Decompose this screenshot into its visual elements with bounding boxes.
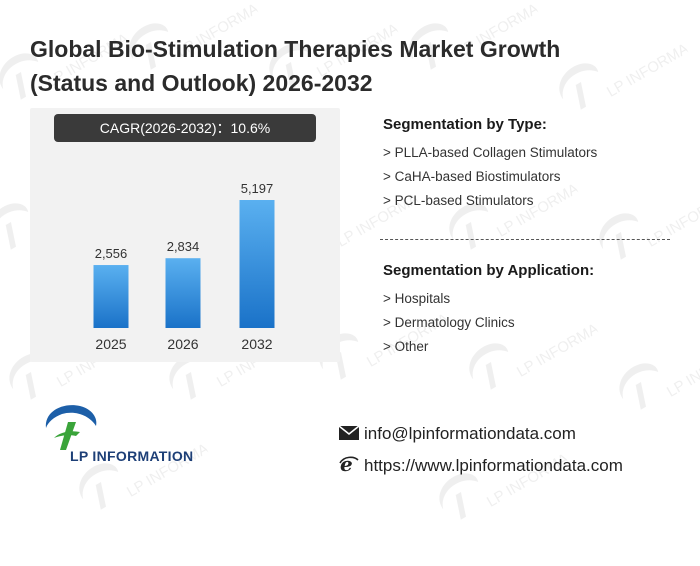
watermark: LP INFORMATION (588, 299, 700, 452)
contact-website[interactable]: e https://www.lpinformationdata.com (338, 452, 623, 476)
segment-type-item: > PLLA-based Collagen Stimulators (383, 145, 598, 160)
category-tick-label: 2025 (95, 336, 126, 352)
segment-application-item: > Other (383, 339, 429, 354)
page-title: Global Bio-Stimulation Therapies Market … (30, 36, 561, 96)
contact-email[interactable]: info@lpinformationdata.com (338, 424, 576, 444)
envelope-icon (338, 424, 360, 442)
bar-2025 (93, 265, 129, 328)
bar-2032 (239, 200, 275, 328)
bar-2026 (165, 258, 201, 328)
logo-text: LP INFORMATION (70, 448, 194, 464)
bar-value-label: 2,556 (95, 246, 128, 261)
cagr-label: CAGR(2026-2032)： (99, 120, 231, 136)
bar-value-label: 2,834 (167, 239, 200, 254)
cagr-badge: CAGR(2026-2032)：10.6% (54, 114, 316, 142)
section-divider (380, 239, 670, 240)
segment-application-item: > Dermatology Clinics (383, 315, 515, 330)
segment-application-item: > Hospitals (383, 291, 451, 306)
lp-information-logo: LP INFORMATION (36, 398, 206, 468)
segmentation-type-heading: Segmentation by Type: (383, 116, 547, 133)
email-text[interactable]: info@lpinformationdata.com (364, 424, 576, 443)
segment-type-item: > CaHA-based Biostimulators (383, 169, 561, 184)
segmentation-application-heading: Segmentation by Application: (383, 262, 595, 279)
segmentation-by-type: Segmentation by Type: > PLLA-based Colla… (383, 116, 597, 213)
website-text[interactable]: https://www.lpinformationdata.com (364, 456, 623, 475)
browser-e-icon: e (338, 452, 360, 476)
bar-value-label: 5,197 (241, 181, 274, 196)
svg-text:LP INFORMATION: LP INFORMATION (664, 323, 700, 401)
bar-chart: 2,556 2025 2,834 2026 5,197 2032 (93, 181, 275, 352)
cagr-value: 10.6% (230, 120, 271, 136)
segment-type-item: > PCL-based Stimulators (383, 193, 534, 208)
logo-mark-icon (45, 405, 97, 450)
category-tick-label: 2032 (241, 336, 272, 352)
segmentation-by-application: Segmentation by Application: > Hospitals… (383, 262, 594, 359)
category-tick-label: 2026 (167, 336, 198, 352)
